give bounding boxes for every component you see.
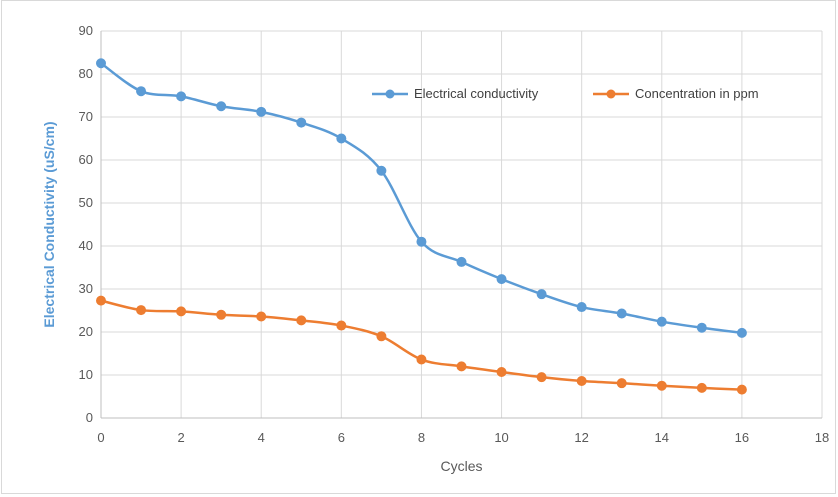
data-point-series-1 — [96, 58, 106, 69]
y-tick-label: 10 — [79, 367, 93, 382]
data-point-series-2 — [696, 382, 707, 393]
data-point-series-1 — [616, 308, 627, 319]
legend-marker-1 — [385, 89, 395, 99]
y-tick-label: 80 — [79, 66, 93, 81]
data-point-series-2 — [656, 380, 667, 391]
data-point-series-1 — [136, 86, 147, 97]
data-point-series-2 — [96, 295, 106, 306]
gridlines — [101, 30, 823, 418]
data-point-series-1 — [656, 316, 667, 327]
axes — [100, 31, 822, 419]
data-point-series-2 — [456, 361, 467, 372]
legend-marker-2 — [606, 89, 616, 99]
y-tick-label: 60 — [79, 152, 93, 167]
data-point-series-1 — [536, 289, 547, 300]
data-point-series-1 — [696, 322, 707, 333]
y-tick-label: 90 — [79, 23, 93, 38]
y-tick-label: 50 — [79, 195, 93, 210]
data-point-series-2 — [136, 305, 147, 316]
x-tick-label: 2 — [177, 430, 184, 445]
x-tick-label: 10 — [494, 430, 508, 445]
data-point-series-2 — [616, 378, 627, 389]
data-point-series-2 — [736, 384, 747, 395]
y-tick-label: 30 — [79, 281, 93, 296]
x-tick-label: 6 — [338, 430, 345, 445]
x-tick-label: 12 — [574, 430, 588, 445]
data-point-series-1 — [336, 133, 347, 144]
data-point-series-2 — [296, 315, 307, 326]
data-point-series-1 — [216, 101, 227, 112]
data-point-series-1 — [416, 236, 427, 247]
y-tick-label: 0 — [86, 410, 93, 425]
legend-label-1: Electrical conductivity — [414, 86, 539, 101]
y-tick-labels: 0 10 20 30 40 50 60 70 80 90 — [79, 23, 93, 425]
data-point-series-2 — [216, 309, 227, 320]
y-tick-label: 40 — [79, 238, 93, 253]
x-tick-labels: 0 2 4 6 8 10 12 14 16 18 — [97, 430, 829, 445]
y-axis-title: Electrical Conductivity (uS/cm) — [41, 121, 57, 327]
x-tick-label: 18 — [815, 430, 829, 445]
data-point-series-1 — [456, 256, 467, 267]
data-point-series-1 — [296, 117, 307, 128]
data-point-series-1 — [176, 91, 187, 102]
x-tick-label: 0 — [97, 430, 104, 445]
x-tick-label: 8 — [418, 430, 425, 445]
data-point-series-2 — [536, 372, 547, 383]
legend-label-2: Concentration in ppm — [635, 86, 759, 101]
data-point-series-2 — [256, 311, 267, 322]
series-points — [96, 58, 747, 395]
data-point-series-1 — [256, 106, 267, 117]
data-point-series-2 — [176, 306, 187, 317]
data-point-series-1 — [736, 327, 747, 338]
x-axis-title: Cycles — [440, 458, 482, 474]
data-point-series-1 — [496, 274, 507, 285]
x-tick-label: 4 — [258, 430, 265, 445]
data-point-series-1 — [376, 165, 387, 176]
data-point-series-2 — [376, 331, 387, 342]
data-point-series-2 — [416, 354, 427, 365]
data-point-series-2 — [496, 366, 507, 377]
legend: Electrical conductivity Concentration in … — [372, 86, 759, 101]
data-point-series-2 — [576, 376, 587, 387]
y-tick-label: 20 — [79, 324, 93, 339]
data-point-series-2 — [336, 320, 347, 331]
data-point-series-1 — [576, 302, 587, 313]
x-tick-label: 14 — [655, 430, 669, 445]
x-tick-label: 16 — [735, 430, 749, 445]
y-tick-label: 70 — [79, 109, 93, 124]
